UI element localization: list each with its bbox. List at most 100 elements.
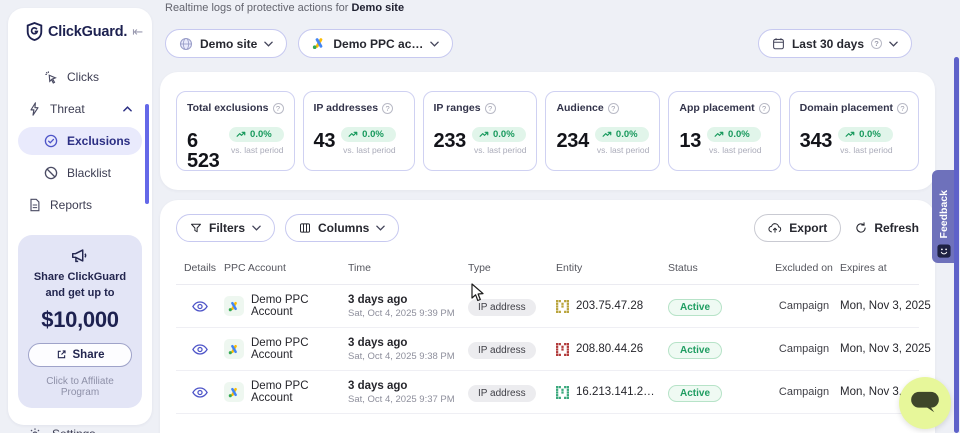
- gear-icon: [28, 427, 42, 433]
- identicon: [556, 385, 569, 399]
- date-range-dropdown[interactable]: Last 30 days ?: [757, 29, 912, 58]
- sidebar-item-settings[interactable]: Settings: [18, 418, 142, 433]
- page-subtitle: Realtime logs of protective actions for …: [165, 2, 404, 14]
- type-cell: IP address: [468, 383, 556, 402]
- ppc-account-cell: Demo PPC Account: [224, 294, 348, 318]
- sidebar-item-blacklist[interactable]: Blacklist: [18, 159, 142, 187]
- trend-up-icon: [479, 131, 489, 137]
- google-ads-icon: [224, 296, 244, 317]
- trend-badge: 0.0%: [341, 127, 396, 142]
- trend-badge: 0.0%: [594, 127, 650, 142]
- sidebar-item-clicks[interactable]: Clicks: [18, 63, 142, 91]
- time-cell: 3 days ago Sat, Oct 4, 2025 9:37 PM: [348, 380, 468, 405]
- feedback-tab[interactable]: Feedback: [932, 170, 956, 263]
- column-header[interactable]: Type: [468, 262, 491, 274]
- help-icon[interactable]: ?: [272, 102, 284, 114]
- account-filter-dropdown[interactable]: Demo PPC ac…: [298, 29, 454, 58]
- stat-label: Domain placement: [799, 102, 893, 114]
- logo: ClickGuard. ⇤: [18, 22, 144, 41]
- export-button[interactable]: Export: [754, 214, 842, 242]
- column-header[interactable]: Excluded on: [775, 262, 833, 274]
- stat-value: 43: [313, 130, 336, 152]
- sidebar-nav: Clicks Threat Exclusions Blacklist: [18, 63, 142, 219]
- stat-subtext: vs. last period: [473, 145, 527, 155]
- help-icon[interactable]: ?: [484, 102, 496, 114]
- promo-footer: Click to Affiliate Program: [46, 375, 114, 398]
- excluded-on-cell: Campaign: [778, 343, 830, 356]
- column-header[interactable]: PPC Account: [224, 262, 286, 274]
- type-cell: IP address: [468, 297, 556, 316]
- sidebar-item-reports[interactable]: Reports: [18, 191, 142, 219]
- column-header[interactable]: Time: [348, 262, 371, 274]
- table-row[interactable]: Demo PPC Account 3 days ago Sat, Oct 4, …: [176, 371, 931, 415]
- refresh-button[interactable]: Refresh: [855, 221, 919, 235]
- google-ads-icon: [224, 382, 244, 403]
- chevron-down-icon: [376, 225, 386, 231]
- time-absolute: Sat, Oct 4, 2025 9:39 PM: [348, 307, 455, 319]
- sidebar-collapse-icon[interactable]: ⇤: [132, 23, 144, 39]
- trend-badge: 0.0%: [707, 127, 762, 142]
- ppc-account-cell: Demo PPC Account: [224, 380, 348, 404]
- stat-label: Total exclusions: [187, 102, 269, 114]
- columns-button[interactable]: Columns: [285, 214, 400, 242]
- eye-icon[interactable]: [192, 344, 208, 355]
- help-icon[interactable]: ?: [758, 102, 770, 114]
- page-scrollbar[interactable]: [954, 57, 959, 433]
- chevron-down-icon: [430, 41, 440, 47]
- table-row[interactable]: Demo PPC Account 3 days ago Sat, Oct 4, …: [176, 328, 931, 372]
- time-relative: 3 days ago: [348, 336, 408, 349]
- app-name: ClickGuard.: [48, 23, 128, 40]
- sidebar-item-exclusions[interactable]: Exclusions: [18, 127, 142, 155]
- table-row[interactable]: Demo PPC Account 3 days ago Sat, Oct 4, …: [176, 285, 931, 329]
- expires-at-cell: Mon, Nov 3, 2025: [840, 343, 931, 356]
- eye-icon[interactable]: [192, 387, 208, 398]
- details-cell[interactable]: [176, 387, 224, 398]
- sidebar: ClickGuard. ⇤ Clicks Threat Exclusions: [8, 8, 152, 433]
- column-header[interactable]: Details: [183, 262, 217, 274]
- time-cell: 3 days ago Sat, Oct 4, 2025 9:38 PM: [348, 337, 468, 362]
- column-header[interactable]: Expires at: [840, 262, 887, 274]
- details-cell[interactable]: [176, 301, 224, 312]
- column-header[interactable]: Status: [668, 262, 698, 274]
- exclusions-table-panel: Filters Columns Export: [160, 200, 935, 433]
- table-body: Demo PPC Account 3 days ago Sat, Oct 4, …: [176, 285, 931, 415]
- chevron-up-icon: [123, 106, 132, 112]
- chat-launcher-button[interactable]: [899, 377, 951, 429]
- filters-label: Filters: [209, 221, 246, 235]
- entity-cell: 208.80.44.26: [556, 342, 668, 356]
- entity-value: 16.213.141.2…: [576, 386, 655, 399]
- sidebar-item-threat[interactable]: Threat: [18, 95, 142, 123]
- column-header[interactable]: Entity: [556, 262, 583, 274]
- share-button[interactable]: Share: [28, 342, 132, 367]
- calendar-icon: [772, 37, 785, 50]
- affiliate-promo-card[interactable]: Share ClickGuard and get up to $10,000 S…: [18, 235, 142, 408]
- sidebar-scrollbar[interactable]: [145, 104, 149, 204]
- filters-button[interactable]: Filters: [176, 214, 276, 242]
- entity-cell: 203.75.47.28: [556, 299, 668, 313]
- stat-card: Domain placement ? 343 0.0% vs. last per…: [788, 91, 919, 171]
- site-filter-dropdown[interactable]: Demo site: [165, 29, 288, 58]
- details-cell[interactable]: [176, 344, 224, 355]
- share-button-label: Share: [72, 348, 105, 361]
- stat-subtext: vs. last period: [840, 145, 893, 155]
- trend-up-icon: [714, 131, 724, 137]
- help-icon[interactable]: ?: [382, 102, 394, 114]
- status-badge: Active: [668, 384, 723, 402]
- columns-icon: [299, 222, 311, 234]
- chat-bubble-icon: [910, 391, 940, 415]
- eye-icon[interactable]: [192, 301, 208, 312]
- promo-amount: $10,000: [41, 306, 119, 332]
- help-icon[interactable]: ?: [897, 102, 908, 114]
- trend-value: 0.0%: [859, 129, 881, 140]
- cloud-export-icon: [768, 222, 782, 234]
- identicon: [556, 342, 569, 356]
- trend-badge: 0.0%: [838, 127, 893, 142]
- logo-shield-icon: [26, 22, 43, 41]
- columns-label: Columns: [318, 221, 370, 235]
- help-icon[interactable]: ?: [607, 102, 619, 114]
- stat-subtext: vs. last period: [343, 145, 396, 155]
- stat-card: IP addresses ? 43 0.0% vs. last period: [302, 91, 415, 171]
- stat-subtext: vs. last period: [231, 145, 284, 155]
- sidebar-item-label: Clicks: [67, 70, 99, 84]
- entity-cell: 16.213.141.2…: [556, 385, 668, 399]
